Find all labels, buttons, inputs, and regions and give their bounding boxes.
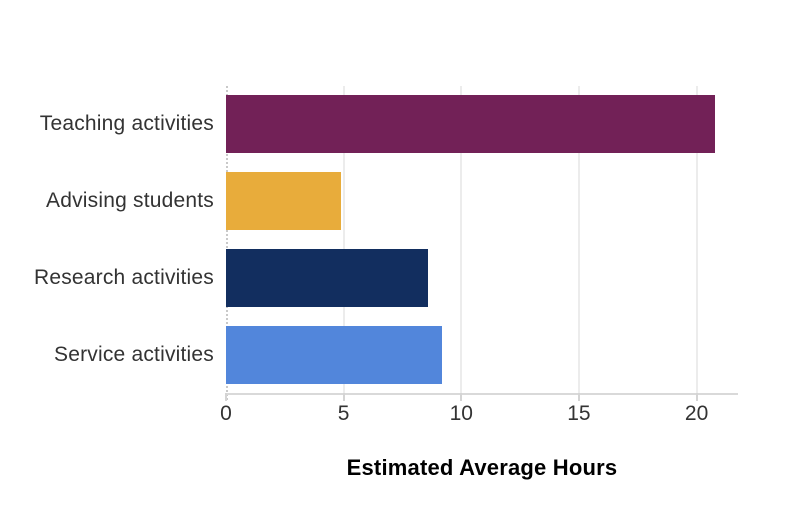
bar-advising-students[interactable] [226,172,342,231]
gridline-15 [577,86,580,393]
bar-teaching-activities[interactable] [226,95,716,154]
zero-axis-line [226,86,228,400]
category-label-teaching-activities: Teaching activities [39,112,214,136]
gridline-10 [460,86,463,393]
category-label-research-activities: Research activities [33,265,214,289]
x-tick-label-0: 0 [220,402,232,425]
x-axis-title: Estimated Average Hours [346,455,618,480]
x-axis-tick-labels: 0 5 10 15 20 [220,402,738,428]
x-tick-label-10: 10 [449,402,473,425]
x-axis-line [226,393,738,395]
category-axis-labels: Teaching activities Advising students Rese… [0,86,214,393]
gridline-5 [342,86,345,393]
x-tick-label-15: 15 [567,402,591,425]
tick-mark-20 [695,393,698,401]
x-tick-label-5: 5 [337,402,350,425]
tick-mark-15 [577,393,580,401]
x-tick-label-20: 20 [684,402,709,425]
tick-mark-0 [225,393,227,401]
category-label-advising-students: Advising students [46,189,214,213]
tick-mark-5 [342,393,345,401]
tick-mark-10 [460,393,463,401]
bar-research-activities[interactable] [226,248,429,307]
plot-area [226,86,738,400]
gridline-20 [695,86,698,393]
category-label-service-activities: Service activities [54,342,214,366]
bar-service-activities[interactable] [226,325,443,384]
